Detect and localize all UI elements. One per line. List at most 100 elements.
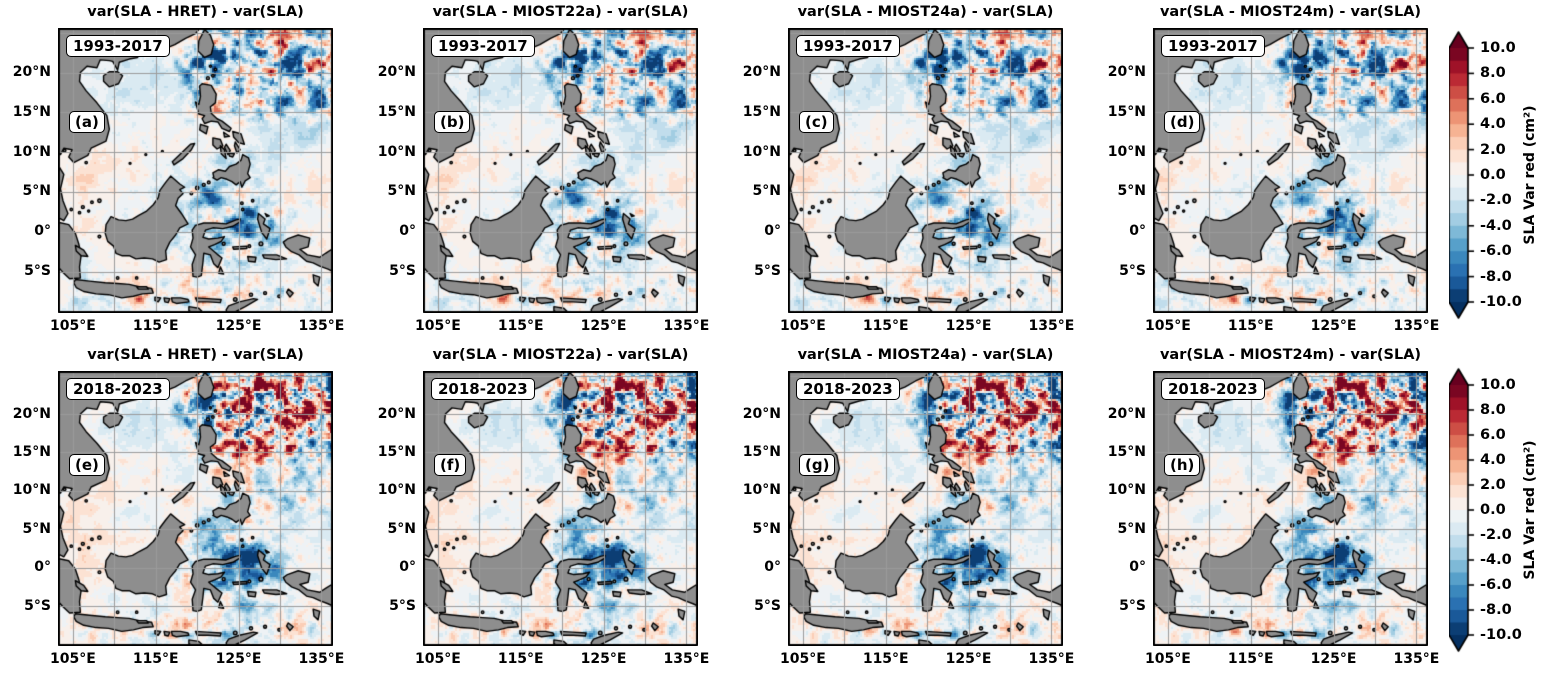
lat-tick-label: 5°S <box>389 597 416 614</box>
lon-tick-label: 125°E <box>215 651 262 667</box>
colorbar-tick-label: 4.0 <box>1480 452 1506 468</box>
panel-title: var(SLA - MIOST24m) - var(SLA) <box>1159 347 1422 363</box>
panel-letter-badge: (a) <box>69 111 105 133</box>
colorbar-axis-label: SLA Var red (cm²) <box>1522 440 1538 580</box>
lat-tick-label: 20°N <box>377 405 416 422</box>
lat-tick-label: 20°N <box>742 405 781 422</box>
lon-tick-label: 135°E <box>663 318 710 334</box>
map-canvas <box>423 371 698 646</box>
lat-tick-label: 5°S <box>1119 597 1146 614</box>
lat-tick-label: 20°N <box>1107 405 1146 422</box>
colorbar-tick-label: 6.0 <box>1480 90 1506 107</box>
lon-tick-label: 115°E <box>1227 651 1274 667</box>
period-badge: 2018-2023 <box>431 378 535 400</box>
period-badge: 1993-2017 <box>1161 35 1265 57</box>
lat-tick-label: 5°N <box>1117 520 1146 537</box>
colorbar-tick-label: 0.0 <box>1480 502 1506 518</box>
lat-tick-label: 5°S <box>24 597 51 614</box>
panel-letter-badge: (f) <box>434 454 467 476</box>
lat-tick-label: 5°N <box>752 520 781 537</box>
lat-tick-label: 15°N <box>377 443 416 460</box>
map-canvas <box>788 371 1063 646</box>
lat-tick-label: 20°N <box>12 64 51 81</box>
lon-tick-label: 125°E <box>580 651 627 667</box>
colorbar-tick-label: 10.0 <box>1480 40 1516 56</box>
colorbar-tick-label: -2.0 <box>1480 192 1512 209</box>
lon-tick-label: 105°E <box>50 651 96 667</box>
panel-title: var(SLA - MIOST24a) - var(SLA) <box>797 4 1054 20</box>
period-badge: 1993-2017 <box>66 35 170 57</box>
lon-tick-label: 125°E <box>945 318 992 334</box>
map-canvas <box>58 28 333 313</box>
panel-title: var(SLA - MIOST22a) - var(SLA) <box>432 4 689 20</box>
panel-letter-badge: (b) <box>434 111 471 133</box>
lat-tick-label: 0° <box>764 559 781 576</box>
lat-tick-label: 0° <box>34 559 51 576</box>
lat-tick-label: 5°S <box>389 263 416 280</box>
colorbar-canvas <box>1449 367 1476 653</box>
colorbar-tick-label: 8.0 <box>1480 65 1506 82</box>
lon-tick-label: 125°E <box>945 651 992 667</box>
lat-tick-label: 5°N <box>1117 183 1146 200</box>
map-canvas <box>1153 28 1428 313</box>
lon-tick-label: 125°E <box>1310 318 1357 334</box>
lat-tick-label: 20°N <box>1107 64 1146 81</box>
lat-tick-label: 20°N <box>12 405 51 422</box>
colorbar-tick-label: 2.0 <box>1480 141 1506 158</box>
lat-tick-label: 0° <box>1129 223 1146 240</box>
lon-tick-label: 105°E <box>780 318 826 334</box>
lat-tick-label: 10°N <box>742 143 781 160</box>
lat-tick-label: 10°N <box>1107 143 1146 160</box>
lat-tick-label: 0° <box>399 223 416 240</box>
lon-tick-label: 105°E <box>1145 651 1191 667</box>
lat-tick-label: 15°N <box>12 443 51 460</box>
lon-tick-label: 135°E <box>298 318 345 334</box>
lat-tick-label: 5°S <box>1119 263 1146 280</box>
lat-tick-label: 5°N <box>387 183 416 200</box>
lon-tick-label: 105°E <box>50 318 96 334</box>
lon-tick-label: 135°E <box>1393 651 1440 667</box>
colorbar-tick-label: 2.0 <box>1480 477 1506 493</box>
colorbar-tick-label: -4.0 <box>1480 552 1512 568</box>
period-badge: 1993-2017 <box>796 35 900 57</box>
map-canvas <box>58 371 333 646</box>
lon-tick-label: 135°E <box>1028 318 1075 334</box>
lon-tick-label: 135°E <box>298 651 345 667</box>
lat-tick-label: 15°N <box>742 443 781 460</box>
panel-title: var(SLA - MIOST24a) - var(SLA) <box>797 347 1054 363</box>
lon-tick-label: 115°E <box>862 651 909 667</box>
panel-title: var(SLA - HRET) - var(SLA) <box>87 347 304 363</box>
lon-tick-label: 135°E <box>1393 318 1440 334</box>
lat-tick-label: 0° <box>34 223 51 240</box>
panel-title: var(SLA - MIOST22a) - var(SLA) <box>432 347 689 363</box>
lon-tick-label: 135°E <box>1028 651 1075 667</box>
lon-tick-label: 115°E <box>132 318 179 334</box>
map-canvas <box>423 28 698 313</box>
panel-title: var(SLA - MIOST24m) - var(SLA) <box>1159 4 1422 20</box>
lon-tick-label: 105°E <box>415 651 461 667</box>
lat-tick-label: 15°N <box>742 103 781 120</box>
colorbar-tick-label: 10.0 <box>1480 377 1516 393</box>
lat-tick-label: 0° <box>399 559 416 576</box>
lon-tick-label: 115°E <box>1227 318 1274 334</box>
lon-tick-label: 105°E <box>1145 318 1191 334</box>
colorbar-tick-label: -10.0 <box>1480 627 1522 643</box>
lat-tick-label: 5°S <box>754 597 781 614</box>
lon-tick-label: 135°E <box>663 651 710 667</box>
lat-tick-label: 10°N <box>742 482 781 499</box>
lon-tick-label: 105°E <box>415 318 461 334</box>
colorbar-tick-label: 8.0 <box>1480 402 1506 418</box>
lat-tick-label: 15°N <box>1107 443 1146 460</box>
lat-tick-label: 0° <box>1129 559 1146 576</box>
colorbar-tick-label: 4.0 <box>1480 116 1506 133</box>
lat-tick-label: 15°N <box>1107 103 1146 120</box>
lon-tick-label: 105°E <box>780 651 826 667</box>
lat-tick-label: 10°N <box>377 482 416 499</box>
period-badge: 2018-2023 <box>796 378 900 400</box>
lat-tick-label: 5°N <box>752 183 781 200</box>
lat-tick-label: 10°N <box>1107 482 1146 499</box>
lon-tick-label: 125°E <box>580 318 627 334</box>
lon-tick-label: 125°E <box>215 318 262 334</box>
period-badge: 2018-2023 <box>1161 378 1265 400</box>
lat-tick-label: 5°S <box>24 263 51 280</box>
